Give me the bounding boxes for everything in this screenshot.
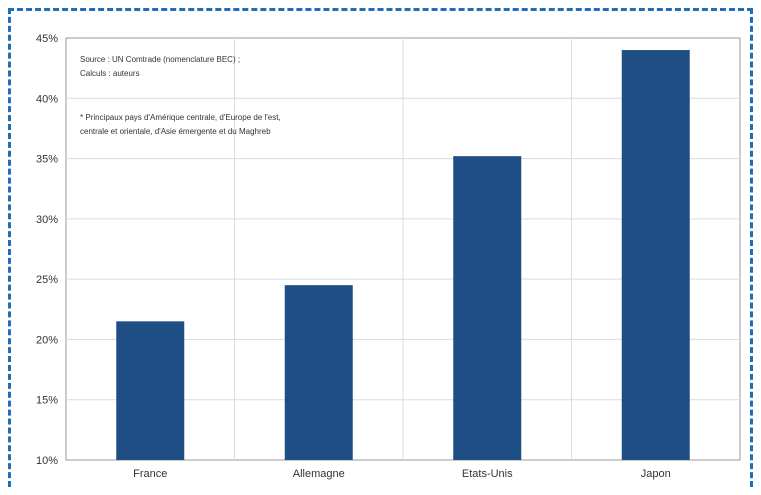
bar-france <box>116 321 185 460</box>
source-annotation: Source : UN Comtrade (nomenclature BEC) … <box>80 55 281 136</box>
y-tick-label: 10% <box>36 455 58 467</box>
bar-etats-unis <box>453 156 522 460</box>
y-tick-label: 20% <box>36 334 58 346</box>
x-tick-label: Allemagne <box>293 468 345 480</box>
y-tick-label: 45% <box>36 33 58 45</box>
x-tick-label: France <box>133 468 167 480</box>
x-tick-label: Etats-Unis <box>462 468 513 480</box>
source-line-1: Source : UN Comtrade (nomenclature BEC) … <box>80 55 240 64</box>
source-line-2: Calculs : auteurs <box>80 69 140 78</box>
x-axis-ticks: France Allemagne Etats-Unis Japon <box>133 468 671 480</box>
y-tick-label: 15% <box>36 395 58 407</box>
chart-frame <box>8 8 753 487</box>
y-tick-label: 40% <box>36 93 58 105</box>
y-tick-label: 35% <box>36 154 58 166</box>
y-axis-ticks: 10% 15% 20% 25% 30% 35% 40% 45% <box>36 33 58 467</box>
note-line-2: centrale et orientale, d'Asie émergente … <box>80 127 271 136</box>
bars <box>116 50 690 461</box>
x-tick-label: Japon <box>641 468 671 480</box>
y-tick-label: 30% <box>36 214 58 226</box>
note-line-1: * Principaux pays d'Amérique centrale, d… <box>80 113 281 122</box>
bar-japon <box>621 50 690 461</box>
y-tick-label: 25% <box>36 274 58 286</box>
bar-allemagne <box>284 285 353 460</box>
